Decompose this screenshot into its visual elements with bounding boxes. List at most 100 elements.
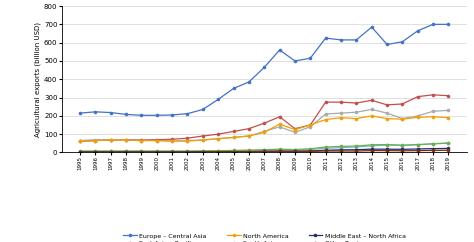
North America — [354, 117, 359, 120]
Line: South Asia: South Asia — [79, 142, 450, 153]
Other Regions — [169, 151, 175, 153]
South Asia — [384, 144, 390, 147]
Line: Sub-Saharan Africa: Sub-Saharan Africa — [79, 141, 450, 152]
Sub-Saharan Africa — [308, 147, 313, 150]
South Asia — [369, 144, 374, 147]
Other Regions — [123, 151, 129, 153]
Middle East – North Africa — [123, 151, 129, 153]
Europe – Central Asia — [185, 112, 191, 115]
South Asia — [92, 150, 98, 153]
Middle East – North Africa — [400, 148, 405, 151]
Middle East – North Africa — [246, 150, 252, 153]
North America — [308, 124, 313, 127]
North America — [185, 140, 191, 143]
Other Regions — [108, 151, 114, 153]
North America — [292, 128, 298, 131]
South Asia — [185, 150, 191, 153]
Middle East – North Africa — [262, 150, 267, 153]
East Asia – Pacific — [338, 101, 344, 104]
North America — [231, 136, 237, 139]
Sub-Saharan Africa — [169, 150, 175, 152]
South Asia — [77, 150, 83, 153]
Latin America – Caribbean — [92, 138, 98, 141]
Sub-Saharan Africa — [338, 145, 344, 148]
North America — [77, 140, 83, 143]
Latin America – Caribbean — [430, 110, 436, 113]
Middle East – North Africa — [108, 151, 114, 153]
Middle East – North Africa — [77, 151, 83, 153]
Sub-Saharan Africa — [415, 143, 420, 146]
East Asia – Pacific — [169, 138, 175, 141]
Other Regions — [77, 151, 83, 153]
Latin America – Caribbean — [215, 137, 221, 140]
East Asia – Pacific — [323, 101, 328, 104]
Line: Other Regions: Other Regions — [79, 149, 450, 154]
Other Regions — [354, 150, 359, 152]
South Asia — [430, 142, 436, 145]
North America — [215, 137, 221, 140]
Middle East – North Africa — [215, 150, 221, 153]
North America — [323, 118, 328, 121]
Europe – Central Asia — [138, 114, 144, 117]
South Asia — [123, 150, 129, 153]
South Asia — [215, 150, 221, 153]
East Asia – Pacific — [138, 139, 144, 142]
Europe – Central Asia — [200, 108, 206, 111]
North America — [277, 123, 283, 126]
Latin America – Caribbean — [354, 111, 359, 114]
Latin America – Caribbean — [108, 138, 114, 141]
East Asia – Pacific — [400, 103, 405, 106]
Latin America – Caribbean — [154, 139, 160, 142]
Middle East – North Africa — [138, 151, 144, 153]
North America — [154, 139, 160, 142]
Line: East Asia – Pacific: East Asia – Pacific — [79, 93, 450, 143]
Sub-Saharan Africa — [231, 149, 237, 152]
North America — [338, 116, 344, 119]
East Asia – Pacific — [369, 99, 374, 102]
Europe – Central Asia — [231, 87, 237, 90]
Line: Europe – Central Asia: Europe – Central Asia — [79, 23, 450, 117]
South Asia — [108, 150, 114, 153]
Other Regions — [138, 151, 144, 153]
Latin America – Caribbean — [369, 108, 374, 111]
Other Regions — [338, 150, 344, 152]
Latin America – Caribbean — [308, 125, 313, 128]
South Asia — [200, 150, 206, 153]
Sub-Saharan Africa — [292, 148, 298, 151]
South Asia — [154, 150, 160, 153]
East Asia – Pacific — [108, 139, 114, 142]
South Asia — [292, 149, 298, 151]
North America — [415, 116, 420, 119]
East Asia – Pacific — [292, 127, 298, 130]
Latin America – Caribbean — [262, 130, 267, 133]
Sub-Saharan Africa — [246, 149, 252, 151]
Middle East – North Africa — [169, 151, 175, 153]
East Asia – Pacific — [215, 133, 221, 136]
Line: Latin America – Caribbean: Latin America – Caribbean — [79, 108, 450, 143]
Sub-Saharan Africa — [138, 150, 144, 152]
South Asia — [169, 150, 175, 153]
Other Regions — [446, 149, 451, 152]
North America — [400, 118, 405, 121]
Sub-Saharan Africa — [154, 150, 160, 152]
Sub-Saharan Africa — [384, 143, 390, 146]
Latin America – Caribbean — [384, 112, 390, 114]
Sub-Saharan Africa — [262, 148, 267, 151]
Latin America – Caribbean — [185, 139, 191, 142]
Middle East – North Africa — [430, 147, 436, 150]
North America — [369, 114, 374, 117]
Sub-Saharan Africa — [277, 148, 283, 151]
East Asia – Pacific — [185, 137, 191, 140]
Middle East – North Africa — [200, 150, 206, 153]
South Asia — [338, 146, 344, 149]
East Asia – Pacific — [354, 102, 359, 105]
Europe – Central Asia — [123, 113, 129, 116]
Latin America – Caribbean — [200, 139, 206, 142]
Middle East – North Africa — [338, 148, 344, 151]
North America — [246, 135, 252, 137]
North America — [108, 139, 114, 142]
East Asia – Pacific — [92, 139, 98, 142]
East Asia – Pacific — [200, 135, 206, 137]
Sub-Saharan Africa — [323, 145, 328, 148]
North America — [138, 139, 144, 142]
